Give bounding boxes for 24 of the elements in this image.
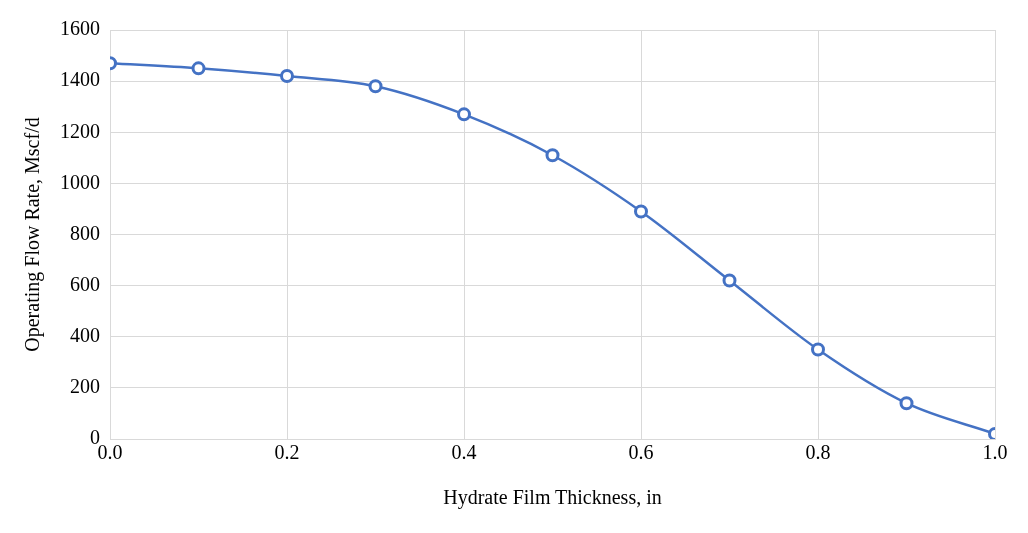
x-tick-label: 0.4 — [451, 441, 477, 464]
x-tick-label: 0.2 — [274, 441, 300, 464]
y-tick-label: 1400 — [60, 68, 100, 91]
y-tick-label: 400 — [70, 324, 100, 346]
point — [634, 204, 648, 219]
y-tick-label: 600 — [70, 272, 100, 295]
point — [899, 396, 914, 411]
y-tick-label: 200 — [70, 375, 100, 398]
point — [191, 61, 206, 76]
x-tick-label: 0.6 — [628, 441, 654, 464]
x-tick-label: 0.8 — [805, 441, 831, 464]
point — [722, 273, 737, 288]
y-axis-title: Operating Flow Rate, Mscf/d — [21, 117, 45, 352]
point — [457, 107, 471, 122]
point — [280, 69, 294, 84]
point — [368, 79, 383, 94]
y-tick-label: 1200 — [60, 119, 100, 142]
y-tick-label: 1600 — [60, 17, 100, 40]
point — [811, 342, 825, 357]
y-tick-label: 1000 — [60, 170, 100, 193]
x-tick-label: 1.0 — [982, 441, 1008, 464]
y-tick-label: 800 — [70, 221, 100, 244]
point — [545, 148, 560, 163]
x-axis-title: Hydrate Film Thickness, in — [443, 486, 662, 510]
